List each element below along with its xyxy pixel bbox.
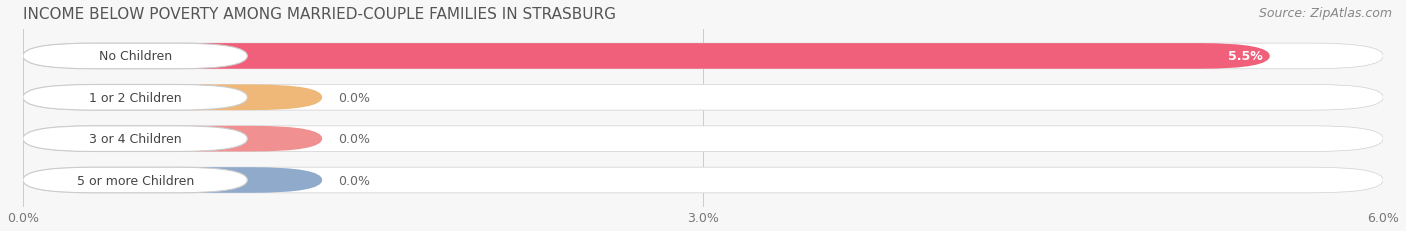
FancyBboxPatch shape [22, 167, 1384, 193]
FancyBboxPatch shape [22, 167, 322, 193]
FancyBboxPatch shape [22, 126, 322, 152]
FancyBboxPatch shape [22, 85, 322, 111]
Text: 0.0%: 0.0% [339, 91, 371, 104]
FancyBboxPatch shape [22, 44, 247, 70]
FancyBboxPatch shape [22, 126, 247, 152]
FancyBboxPatch shape [22, 44, 1270, 70]
FancyBboxPatch shape [22, 126, 1384, 152]
Text: 0.0%: 0.0% [339, 174, 371, 187]
Text: INCOME BELOW POVERTY AMONG MARRIED-COUPLE FAMILIES IN STRASBURG: INCOME BELOW POVERTY AMONG MARRIED-COUPL… [22, 7, 616, 22]
Text: 3 or 4 Children: 3 or 4 Children [89, 133, 181, 146]
Text: No Children: No Children [98, 50, 172, 63]
FancyBboxPatch shape [22, 167, 247, 193]
FancyBboxPatch shape [22, 85, 1384, 111]
Text: 5.5%: 5.5% [1229, 50, 1263, 63]
FancyBboxPatch shape [22, 44, 1384, 70]
Text: 0.0%: 0.0% [339, 133, 371, 146]
Text: Source: ZipAtlas.com: Source: ZipAtlas.com [1258, 7, 1392, 20]
Text: 5 or more Children: 5 or more Children [76, 174, 194, 187]
Text: 1 or 2 Children: 1 or 2 Children [89, 91, 181, 104]
FancyBboxPatch shape [22, 85, 247, 111]
